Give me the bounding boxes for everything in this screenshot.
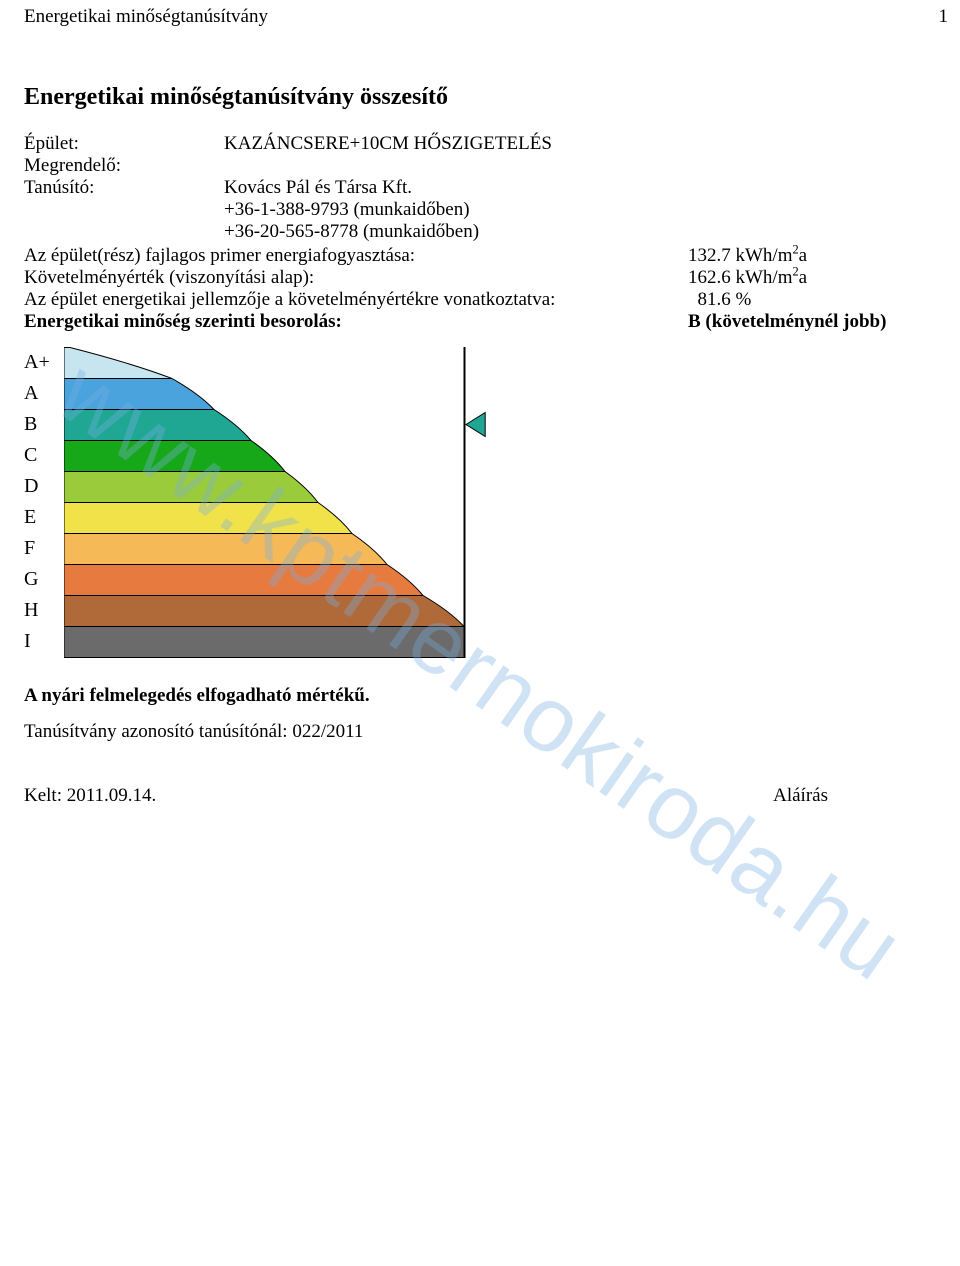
class-label-i: I [24, 626, 64, 657]
page-number: 1 [939, 6, 949, 28]
epulet-label: Épület: [24, 133, 224, 155]
summer-heat-note: A nyári felmelegedés elfogadható mértékű… [24, 685, 948, 707]
metric-3-label: Az épület energetikai jellemzője a követ… [24, 289, 658, 311]
energy-chart-svg [64, 347, 504, 659]
tanusito-label: Tanúsító: [24, 177, 224, 199]
rating-marker-icon [466, 413, 485, 437]
class-label-aplus: A+ [24, 347, 64, 378]
class-label-a: A [24, 378, 64, 409]
metric-2-value: 162.6 kWh/m2a [658, 267, 948, 289]
tanusito-value: Kovács Pál és Társa Kft. [224, 177, 412, 199]
running-header-title: Energetikai minőségtanúsítvány [24, 6, 268, 28]
metric-3-value: 81.6 % [658, 289, 948, 311]
metric-1-label: Az épület(rész) fajlagos primer energiaf… [24, 245, 658, 267]
class-label-e: E [24, 502, 64, 533]
date-label: Kelt: 2011.09.14. [24, 785, 156, 807]
class-label-b: B [24, 409, 64, 440]
class-label-h: H [24, 595, 64, 626]
megrendelo-label: Megrendelő: [24, 155, 224, 177]
metric-4-value: B (követelménynél jobb) [658, 311, 948, 333]
metric-2-label: Követelményérték (viszonyítási alap): [24, 267, 658, 289]
phone-line-1: +36-1-388-9793 (munkaidőben) [224, 199, 948, 221]
metrics-block: Az épület(rész) fajlagos primer energiaf… [24, 245, 948, 333]
metric-1-value: 132.7 kWh/m2a [658, 245, 948, 267]
metric-4-label: Energetikai minőség szerinti besorolás: [24, 311, 658, 333]
phone-line-2: +36-20-565-8778 (munkaidőben) [224, 221, 948, 243]
page-title: Energetikai minőségtanúsítvány összesítő [24, 84, 948, 111]
epulet-value: KAZÁNCSERE+10CM HŐSZIGETELÉS [224, 133, 552, 155]
signature-label: Aláírás [773, 785, 828, 807]
info-block: Épület: KAZÁNCSERE+10CM HŐSZIGETELÉS Meg… [24, 133, 948, 243]
class-label-c: C [24, 440, 64, 471]
class-label-g: G [24, 564, 64, 595]
class-label-f: F [24, 533, 64, 564]
certificate-id: Tanúsítvány azonosító tanúsítónál: 022/2… [24, 721, 948, 743]
class-label-d: D [24, 471, 64, 502]
energy-class-chart: A+ABCDEFGHI [24, 347, 948, 659]
